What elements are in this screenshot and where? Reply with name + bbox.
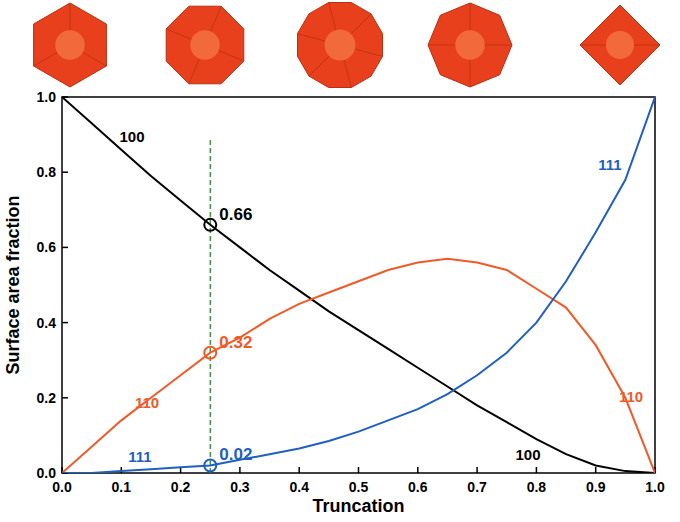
particle-facet [325,30,356,61]
particle [166,6,244,84]
x-tick-label: 0.6 [408,479,428,495]
x-tick-label: 0.0 [52,479,72,495]
particle [34,3,107,87]
particle-facet [455,30,484,59]
x-tick [298,467,300,473]
y-tick [62,171,68,173]
x-tick-label: 0.4 [289,479,309,495]
particle [298,3,383,88]
annotation-marker [204,459,216,471]
x-tick [595,467,597,473]
series-label: 111 [128,448,151,465]
plot-frame [62,97,655,473]
x-tick [476,467,478,473]
x-tick [358,467,360,473]
series-label: 110 [135,394,159,411]
particle [580,5,660,85]
series-line [62,259,655,473]
y-tick [62,322,68,324]
series-label: 100 [119,128,144,145]
annotation-label: 0.32 [219,333,252,352]
annotation-marker [204,347,216,359]
y-tick [62,247,68,249]
y-axis-title: Surface area fraction [3,195,23,374]
x-tick-label: 0.7 [467,479,487,495]
x-axis-title: Truncation [312,496,404,516]
x-tick-label: 0.9 [586,479,606,495]
x-tick-label: 0.3 [230,479,250,495]
series-label: 111 [598,156,621,173]
particle-facet [190,30,219,59]
guide-line [210,139,211,473]
series-line [62,97,655,473]
y-tick-label: 0.8 [37,164,57,180]
annotation-label: 0.66 [219,205,252,224]
particle-images [34,2,660,87]
series-label: 110 [619,388,643,405]
particle-facet [55,30,84,59]
particle [428,3,512,87]
y-tick [62,397,68,399]
series-label: 100 [515,446,540,463]
x-tick-label: 0.1 [112,479,132,495]
plot-lines [62,97,655,473]
y-tick-label: 0.2 [37,390,57,406]
annotation-marker [204,219,216,231]
y-tick-label: 0.0 [37,465,57,481]
y-tick-label: 1.0 [37,89,57,105]
x-tick-label: 0.5 [349,479,369,495]
y-tick-label: 0.6 [37,239,57,255]
x-tick-label: 0.8 [527,479,547,495]
x-tick-label: 0.2 [171,479,191,495]
annotation-label: 0.02 [219,445,252,464]
x-tick [536,467,538,473]
x-tick [417,467,419,473]
series-line [62,97,655,473]
particle-facet [606,31,634,59]
y-tick-label: 0.4 [37,315,57,331]
x-tick-label: 1.0 [645,479,665,495]
x-tick [239,467,241,473]
chart: 0.0 0.1 0.2 0.3 0.4 0.5 0.6 0.7 0.8 0.9 1.0 0.0 0.2 0… [0,0,680,522]
